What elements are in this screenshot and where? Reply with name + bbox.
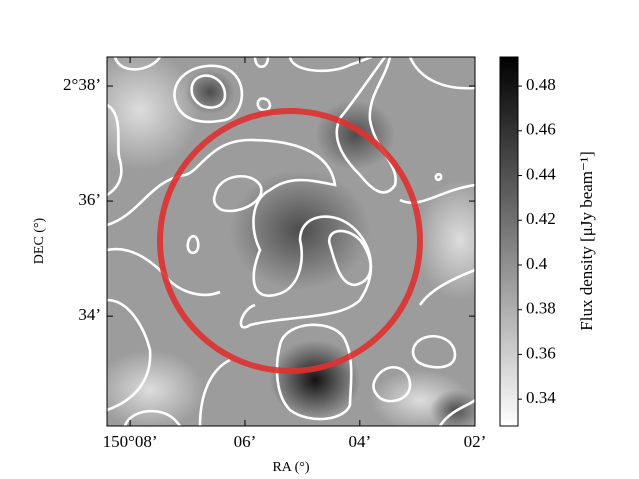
colorbar-tick-label: 0.4: [526, 254, 548, 273]
x-tick-label: 02’: [464, 432, 487, 451]
y-axis-label: DEC (°): [32, 217, 47, 264]
x-tick-label: 04’: [348, 432, 371, 451]
y-tick-label: 2°38’: [63, 75, 101, 94]
contours: [107, 57, 475, 426]
x-axis-label: RA (°): [272, 460, 309, 475]
colorbar-tick-label: 0.34: [526, 388, 556, 407]
image: [107, 57, 475, 426]
colorbar-label: Flux density [μJy beam⁻¹]: [577, 151, 596, 330]
colorbar-tick-label: 0.38: [526, 299, 556, 318]
colorbar-tick-label: 0.46: [526, 120, 556, 139]
colorbar-tick-label: 0.48: [526, 75, 556, 94]
frame: [106, 56, 476, 427]
colorbar-tick-label: 0.44: [526, 164, 556, 183]
region-circle: [157, 108, 423, 374]
y-tick-label: 36’: [78, 190, 101, 209]
x-tick-label: 06’: [234, 432, 257, 451]
x-tick-label: 150°08’: [103, 432, 158, 451]
colorbar-tick-label: 0.42: [526, 209, 556, 228]
y-tick-label: 34’: [78, 305, 101, 324]
colorbar: [499, 56, 519, 427]
colorbar-tick-label: 0.36: [526, 343, 556, 362]
